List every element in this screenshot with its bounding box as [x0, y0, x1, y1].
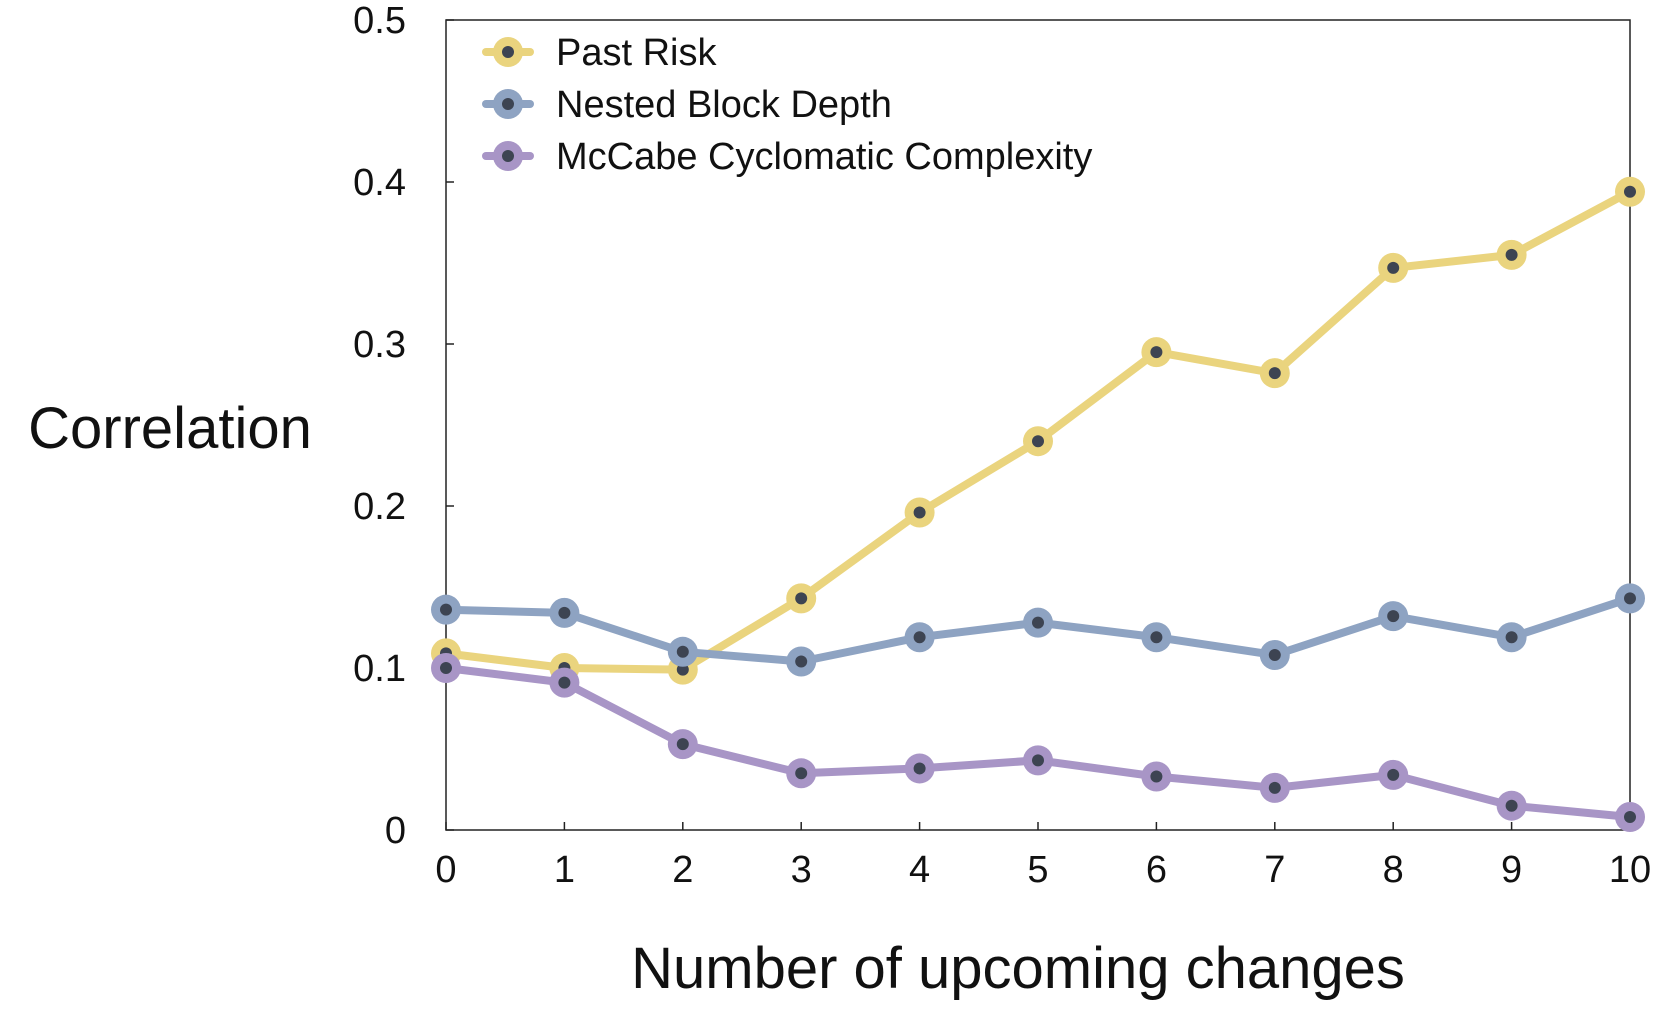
x-tick-label: 5: [1027, 849, 1048, 891]
x-tick-label: 3: [791, 849, 812, 891]
x-tick-label: 7: [1264, 849, 1285, 891]
legend-label: Past Risk: [556, 32, 717, 74]
legend-item: Nested Block Depth: [482, 84, 892, 126]
data-point-center: [1624, 592, 1636, 605]
data-point-center: [913, 506, 926, 519]
y-tick-label: 0.1: [353, 648, 406, 690]
x-axis-title: Number of upcoming changes: [631, 936, 1405, 1001]
series-line: [442, 664, 1634, 821]
legend-item: McCabe Cyclomatic Complexity: [482, 136, 1092, 178]
series-mccabe-cyclomatic-complexity: [431, 653, 1645, 833]
data-point-center: [558, 606, 571, 619]
series-nested-block-depth: [431, 583, 1645, 677]
data-point-center: [1268, 649, 1281, 662]
legend-label: McCabe Cyclomatic Complexity: [556, 136, 1092, 178]
legend-swatch-center: [502, 46, 514, 58]
data-point-center: [440, 603, 452, 616]
x-tick-label: 6: [1146, 849, 1167, 891]
data-point-center: [1505, 799, 1518, 812]
data-point-center: [676, 645, 689, 658]
legend-label: Nested Block Depth: [556, 84, 892, 126]
legend-swatch-center: [502, 98, 514, 110]
series-layer: [431, 176, 1645, 833]
data-point-center: [1032, 754, 1044, 767]
legend-swatch-center: [502, 150, 514, 162]
x-tick-label: 10: [1609, 849, 1651, 891]
y-tick-label: 0.5: [353, 0, 406, 42]
data-point-center: [440, 662, 452, 674]
data-point-center: [1624, 185, 1636, 198]
legend-item: Past Risk: [482, 32, 717, 74]
data-point-center: [913, 762, 926, 775]
x-tick-label: 2: [672, 849, 693, 891]
x-tick-label: 1: [554, 849, 575, 891]
y-tick-label: 0.3: [353, 324, 406, 366]
data-point-center: [1505, 248, 1518, 261]
axes: 0 1 2 3 4 5 6 7 8 9 10 0 0.1 0.2 0.3 0.4 0.5: [353, 0, 1651, 891]
data-point-center: [1150, 631, 1163, 644]
data-point-center: [1505, 631, 1518, 644]
data-point-center: [913, 631, 926, 644]
data-point-center: [795, 655, 808, 668]
data-point-center: [1624, 811, 1636, 824]
data-point-center: [676, 738, 689, 751]
x-tick-label: 4: [909, 849, 930, 891]
y-tick-label: 0: [385, 810, 406, 852]
data-point-center: [558, 676, 571, 689]
data-point-center: [1387, 610, 1400, 623]
data-point-center: [795, 592, 808, 605]
data-point-center: [1387, 261, 1400, 274]
data-point-center: [1150, 346, 1163, 359]
data-point-center: [676, 663, 689, 676]
data-point-center: [795, 767, 808, 780]
data-point-center: [1268, 367, 1281, 380]
y-tick-label: 0.2: [353, 486, 406, 528]
data-point-center: [1268, 781, 1281, 794]
legend: Past Risk Nested Block Depth McCabe Cyclom…: [482, 32, 1092, 178]
x-tick-label: 0: [435, 849, 456, 891]
data-point-center: [1150, 770, 1163, 783]
x-tick-label: 8: [1383, 849, 1404, 891]
y-axis-title: Correlation: [28, 396, 312, 461]
data-point-center: [1387, 768, 1400, 781]
data-point-center: [1032, 616, 1044, 629]
data-point-center: [1032, 435, 1044, 448]
x-tick-label: 9: [1501, 849, 1522, 891]
y-tick-label: 0.4: [353, 162, 406, 204]
